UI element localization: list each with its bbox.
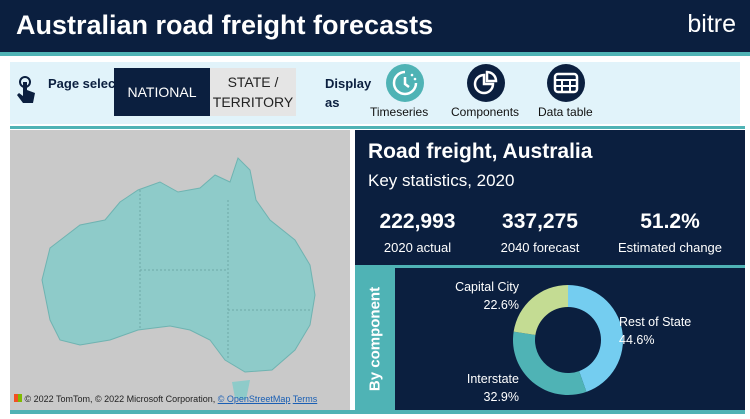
- map[interactable]: © 2022 TomTom, © 2022 Microsoft Corporat…: [10, 130, 350, 410]
- panel-title: Road freight, Australia: [368, 140, 593, 163]
- donut-slice-rest-of-state[interactable]: [568, 285, 623, 392]
- state-territory-button[interactable]: STATE / TERRITORY: [210, 68, 296, 116]
- divider: [10, 126, 745, 129]
- hand-pointer-icon: [17, 76, 35, 103]
- timeseries-label[interactable]: Timeseries: [370, 105, 429, 119]
- donut-slice-interstate[interactable]: [513, 331, 587, 395]
- panel-subtitle: Key statistics, 2020: [368, 171, 515, 190]
- divider: [0, 52, 750, 56]
- clock-icon: [392, 70, 418, 96]
- label-rest-of-state: Rest of State 44.6%: [619, 315, 692, 347]
- label-capital-city: Capital City 22.6%: [455, 280, 519, 312]
- display-as-label: Display as: [325, 76, 372, 110]
- page-title: Australian road freight forecasts: [16, 10, 434, 40]
- terms-link[interactable]: Terms: [292, 394, 318, 404]
- key-statistics-panel: Road freight, Australia Key statistics, …: [355, 130, 745, 265]
- australia-map: [41, 157, 316, 400]
- national-button[interactable]: NATIONAL: [114, 68, 210, 116]
- toolbar: Page selections NATIONAL STATE / TERRITO…: [10, 62, 740, 124]
- data-table-label[interactable]: Data table: [538, 105, 593, 119]
- pie-chart-icon: [473, 70, 498, 95]
- header: Australian road freight forecasts bitre: [0, 0, 750, 52]
- table-icon: [553, 72, 579, 94]
- attribution-text: © 2022 TomTom, © 2022 Microsoft Corporat…: [24, 394, 216, 404]
- donut-slice-capital-city[interactable]: [513, 285, 568, 335]
- stat-estimated-change: 51.2% Estimated change: [617, 210, 723, 255]
- components-label[interactable]: Components: [451, 105, 520, 119]
- stat-2040-forecast: 337,275 2040 forecast: [500, 210, 580, 255]
- microsoft-logo: [14, 394, 22, 402]
- components-button[interactable]: [467, 64, 505, 102]
- by-component-label: By component: [355, 268, 395, 410]
- donut-chart: [513, 285, 623, 395]
- openstreetmap-link[interactable]: © OpenStreetMap: [217, 394, 291, 404]
- component-chart: Capital City 22.6% Rest of State 44.6% Int…: [395, 268, 745, 410]
- data-table-button[interactable]: [547, 64, 585, 102]
- timeseries-button[interactable]: [386, 64, 424, 102]
- label-interstate: Interstate 32.9%: [466, 372, 519, 404]
- stat-2020-actual: 222,993 2020 actual: [379, 210, 456, 255]
- divider: [355, 265, 745, 268]
- brand-logo: bitre: [687, 10, 736, 38]
- map-attribution: © 2022 TomTom, © 2022 Microsoft Corporat…: [14, 394, 317, 404]
- divider: [10, 410, 745, 414]
